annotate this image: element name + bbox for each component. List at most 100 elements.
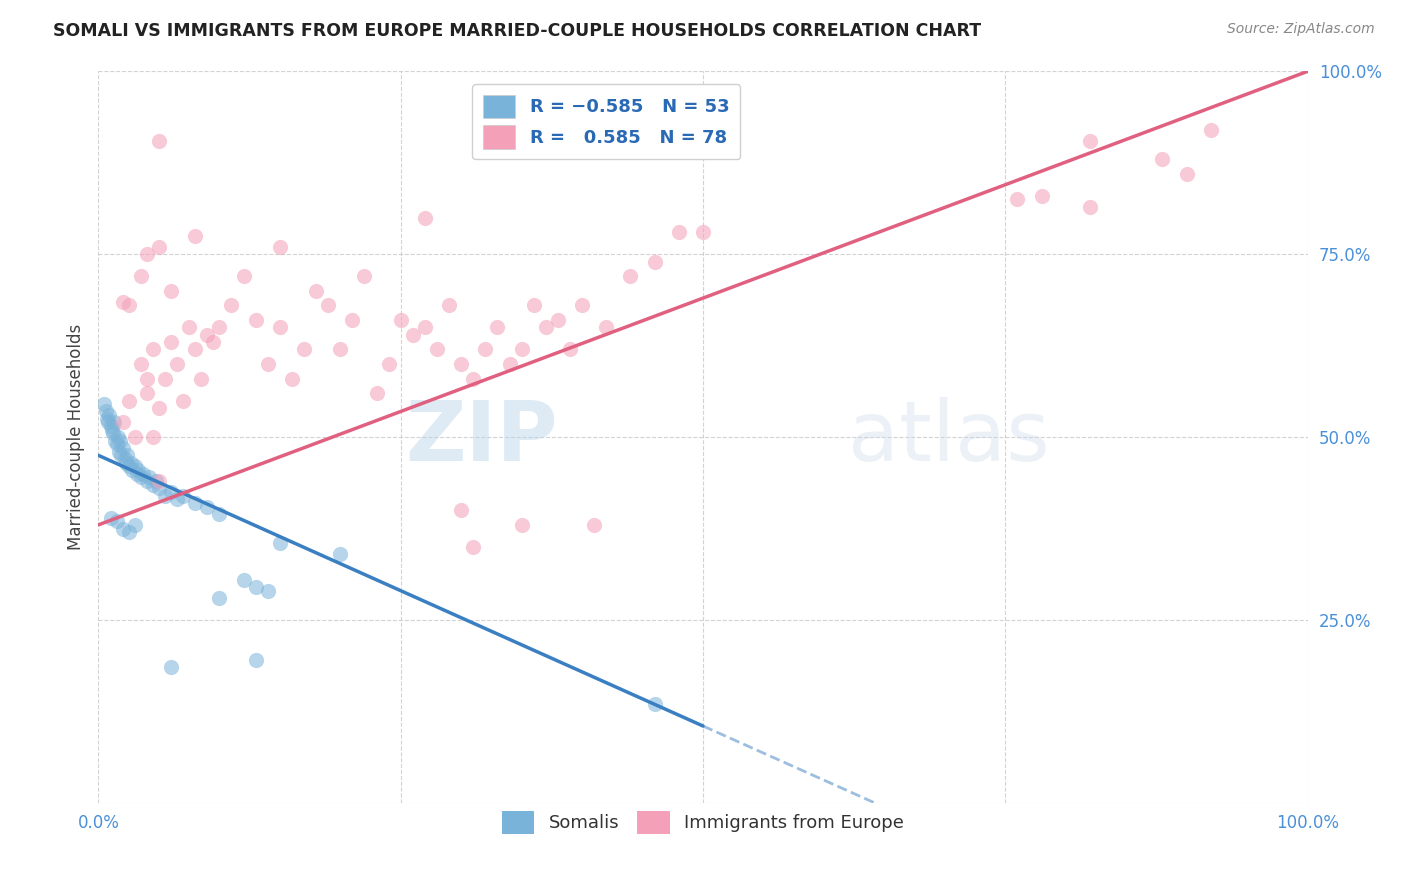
Point xyxy=(135,247,157,261)
Point xyxy=(110,448,132,462)
Point xyxy=(103,416,125,430)
Point xyxy=(160,284,183,298)
Point xyxy=(129,470,152,484)
Point xyxy=(450,503,472,517)
Point xyxy=(232,573,254,587)
Point xyxy=(413,211,436,225)
Point xyxy=(232,269,254,284)
Point xyxy=(124,517,146,532)
Point xyxy=(166,492,188,507)
Point xyxy=(342,313,364,327)
Point xyxy=(353,269,375,284)
Point xyxy=(377,357,399,371)
Point xyxy=(644,254,666,268)
Point xyxy=(120,456,142,470)
Point xyxy=(329,343,352,357)
Point xyxy=(281,371,304,385)
Point xyxy=(463,371,485,385)
Point xyxy=(1078,200,1101,214)
Point xyxy=(208,320,231,334)
Legend: Somalis, Immigrants from Europe: Somalis, Immigrants from Europe xyxy=(495,804,911,841)
Text: SOMALI VS IMMIGRANTS FROM EUROPE MARRIED-COUPLE HOUSEHOLDS CORRELATION CHART: SOMALI VS IMMIGRANTS FROM EUROPE MARRIED… xyxy=(53,22,981,40)
Point xyxy=(426,343,449,357)
Text: atlas: atlas xyxy=(848,397,1050,477)
Point xyxy=(96,412,118,426)
Point xyxy=(135,474,157,488)
Point xyxy=(305,284,328,298)
Point xyxy=(117,448,139,462)
Point xyxy=(118,298,141,312)
Point xyxy=(195,327,218,342)
Point xyxy=(547,313,569,327)
Point xyxy=(558,343,581,357)
Point xyxy=(644,137,666,152)
Point xyxy=(118,393,141,408)
Point xyxy=(571,298,593,312)
Point xyxy=(115,456,138,470)
Point xyxy=(160,334,183,349)
Point xyxy=(148,240,170,254)
Point xyxy=(619,269,641,284)
Point xyxy=(450,357,472,371)
Point xyxy=(644,697,666,711)
Point xyxy=(148,481,170,495)
Point xyxy=(1152,152,1174,166)
Point xyxy=(389,313,412,327)
Point xyxy=(98,408,121,422)
Point xyxy=(463,540,485,554)
Point xyxy=(153,371,176,385)
Point xyxy=(179,320,201,334)
Point xyxy=(127,467,149,481)
Point xyxy=(107,430,129,444)
Point xyxy=(1031,188,1053,202)
Point xyxy=(184,496,207,510)
Point xyxy=(142,430,165,444)
Point xyxy=(534,320,557,334)
Point xyxy=(256,583,278,598)
Point xyxy=(498,357,520,371)
Point xyxy=(269,536,291,550)
Point xyxy=(105,514,128,528)
Point xyxy=(692,225,714,239)
Point xyxy=(413,320,436,334)
Point xyxy=(547,101,569,115)
Point xyxy=(316,298,339,312)
Point xyxy=(245,580,267,594)
Point xyxy=(108,444,131,458)
Point xyxy=(100,423,122,437)
Point xyxy=(208,507,231,521)
Point xyxy=(94,404,117,418)
Point xyxy=(100,419,122,434)
Point xyxy=(111,294,134,309)
Point xyxy=(121,463,143,477)
Point xyxy=(486,320,509,334)
Point xyxy=(97,416,120,430)
Point xyxy=(135,371,157,385)
Point xyxy=(172,393,194,408)
Point xyxy=(100,510,122,524)
Point xyxy=(114,452,136,467)
Y-axis label: Married-couple Households: Married-couple Households xyxy=(66,324,84,550)
Point xyxy=(1175,167,1198,181)
Point xyxy=(111,521,134,535)
Point xyxy=(111,416,134,430)
Point xyxy=(269,320,291,334)
Point xyxy=(202,334,225,349)
Point xyxy=(184,343,207,357)
Point xyxy=(292,343,315,357)
Point xyxy=(127,463,149,477)
Point xyxy=(523,298,546,312)
Point xyxy=(124,459,146,474)
Point xyxy=(184,228,207,243)
Point xyxy=(668,225,690,239)
Point xyxy=(1007,193,1029,207)
Point xyxy=(118,525,141,540)
Point xyxy=(148,474,170,488)
Point xyxy=(142,343,165,357)
Point xyxy=(366,386,388,401)
Point xyxy=(269,240,291,254)
Point xyxy=(595,320,617,334)
Point xyxy=(153,489,176,503)
Point xyxy=(118,459,141,474)
Point xyxy=(108,434,131,448)
